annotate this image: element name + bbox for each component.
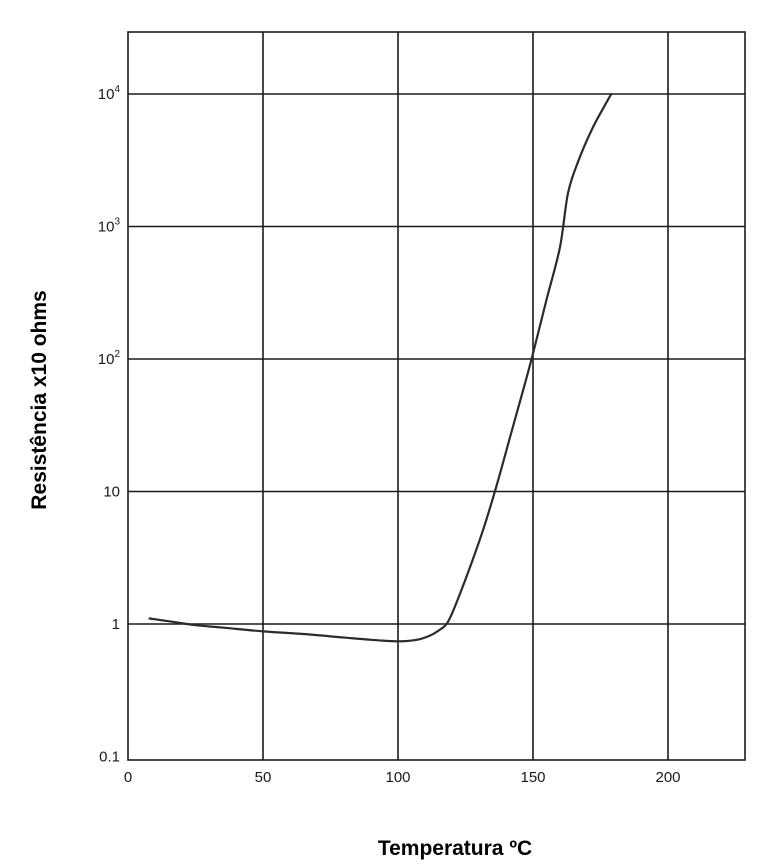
x-tick-label: 150 — [520, 769, 545, 786]
y-tick-labels: 0.1 1 10 102 103 104 — [98, 84, 121, 766]
x-axis-title: Temperatura ºC — [378, 837, 532, 860]
x-tick-label: 0 — [124, 769, 132, 786]
plot-border — [127, 31, 746, 761]
x-tick-label: 200 — [655, 769, 680, 786]
y-tick-label: 104 — [98, 84, 121, 103]
resistance-curve — [148, 92, 613, 643]
x-tick-labels: 0 50 100 150 200 — [124, 769, 681, 786]
series-layer — [148, 92, 613, 643]
y-tick-label: 103 — [98, 217, 121, 236]
y-axis-title: Resistência x10 ohms — [28, 290, 51, 509]
y-tick-label: 102 — [98, 349, 121, 368]
x-tick-label: 50 — [255, 769, 272, 786]
y-tick-label: 0.1 — [99, 749, 120, 766]
plot-frame — [127, 31, 746, 761]
y-tick-label: 1 — [112, 616, 120, 633]
y-tick-label: 10 — [103, 484, 120, 501]
x-tick-label: 100 — [385, 769, 410, 786]
grid — [128, 32, 745, 760]
